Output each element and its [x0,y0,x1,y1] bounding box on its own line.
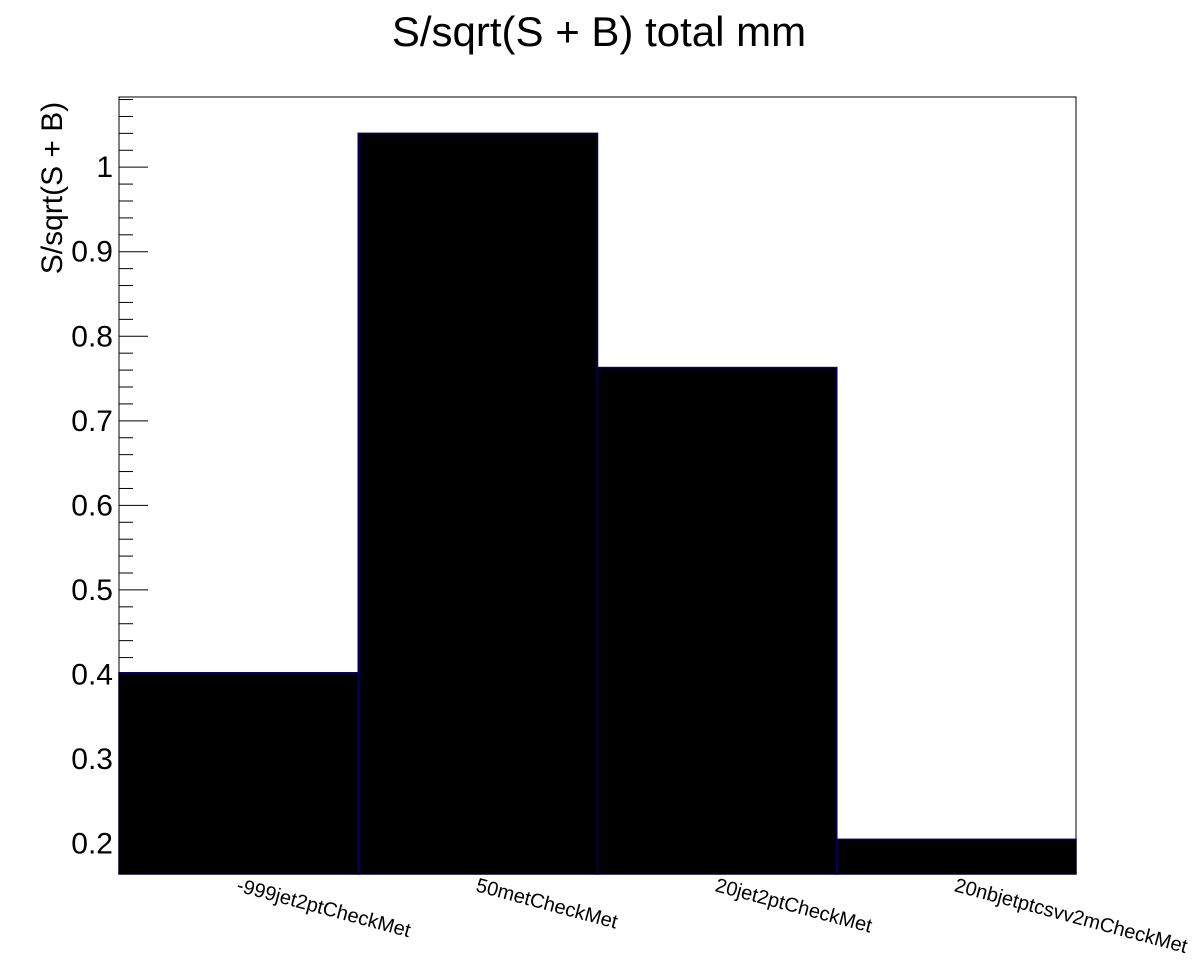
y-tick-label-1: 0.3 [71,743,113,776]
y-tick-label-7: 0.9 [71,236,113,269]
bar-1 [357,132,599,875]
x-category-label-3: 20nbjetptcsvv2mCheckMet [952,875,1190,959]
y-tick-label-4: 0.6 [71,489,113,522]
y-axis: 0.2 0.3 0.4 0.5 0.6 0.7 0.8 0.9 1 [71,99,148,861]
x-category-label-0: -999jet2ptCheckMet [234,875,413,943]
bar-3 [836,838,1077,875]
y-tick-label-6: 0.8 [71,320,113,353]
y-tick-label-3: 0.5 [71,574,113,607]
x-category-label-2: 20jet2ptCheckMet [713,875,875,938]
y-tick-label-5: 0.7 [71,405,113,438]
chart-title: S/sqrt(S + B) total mm [392,8,806,55]
x-category-label-1: 50metCheckMet [474,875,621,934]
bar-2 [596,366,838,875]
y-axis-label: S/sqrt(S + B) [36,102,69,275]
y-tick-label-2: 0.4 [71,658,113,691]
y-tick-label-0: 0.2 [71,828,113,861]
plot-frame [118,96,1077,875]
y-tick-label-8: 1 [96,151,113,184]
bars-group [118,132,1077,875]
bar-0 [118,672,359,875]
x-axis-labels: -999jet2ptCheckMet 50metCheckMet 20jet2ptC… [234,875,1190,959]
